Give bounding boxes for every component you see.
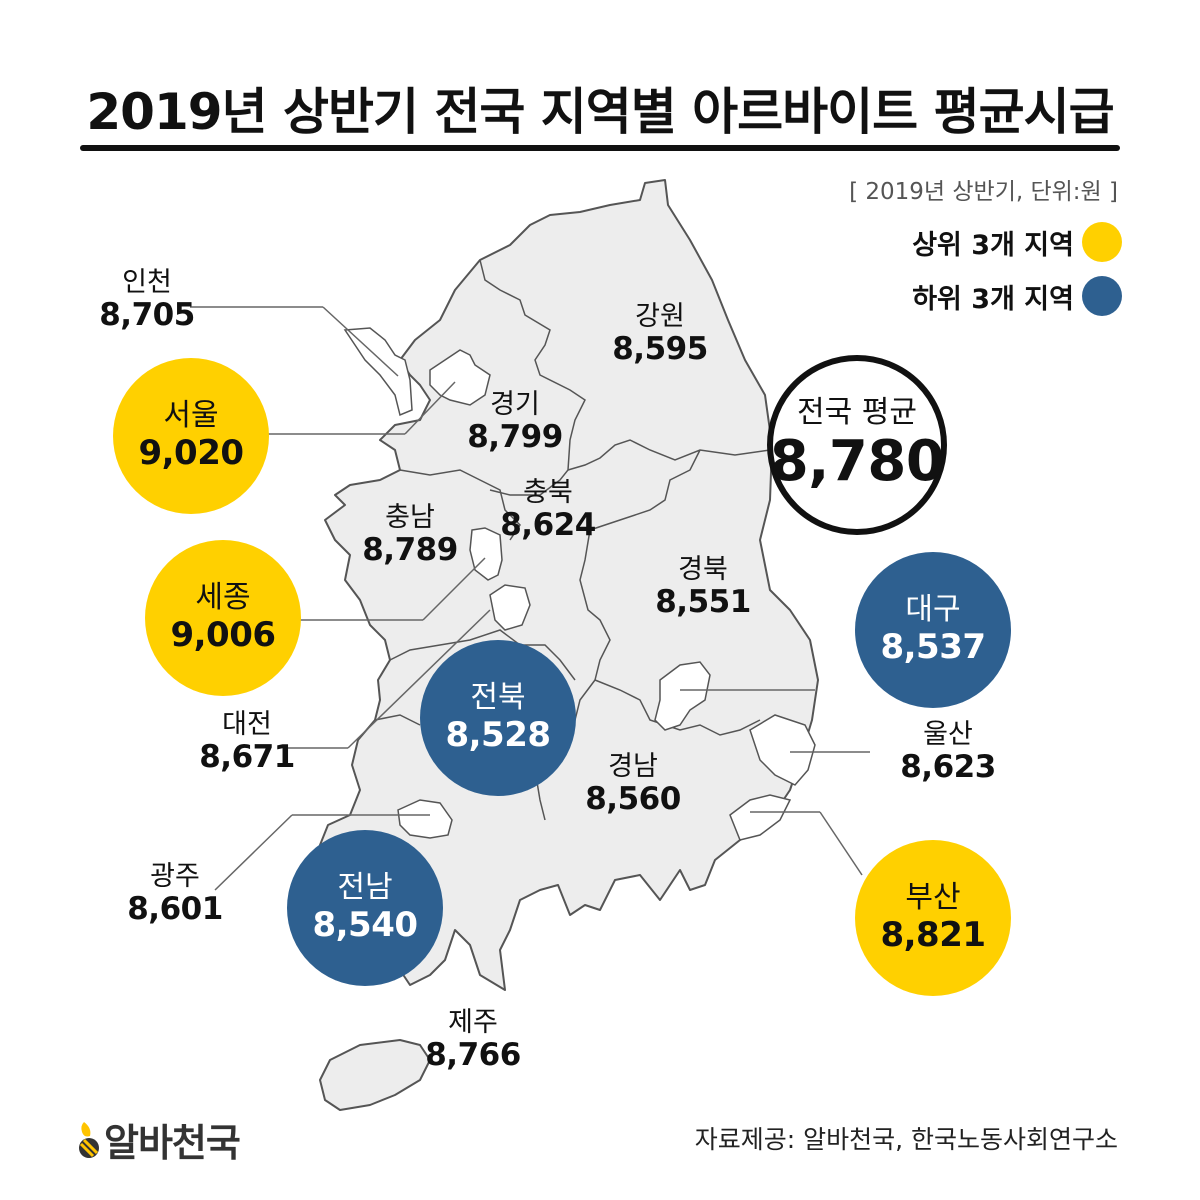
circle-sejong: 세종 9,006: [145, 540, 301, 696]
busan-area: [729, 794, 792, 841]
circle-jeonnam: 전남 8,540: [287, 830, 443, 986]
yellow-dot-icon: [1082, 222, 1122, 262]
gwangju-area: [397, 799, 453, 839]
label-gangwon: 강원 8,595: [612, 301, 708, 368]
blue-dot-icon: [1082, 276, 1122, 316]
circle-daegu: 대구 8,537: [855, 552, 1011, 708]
circle-jeonbuk: 전북 8,528: [420, 640, 576, 796]
title-divider: [80, 145, 1120, 151]
legend-top3: 상위 3개 지역: [912, 222, 1122, 262]
legend-top3-label: 상위 3개 지역: [912, 229, 1074, 261]
jeju-outline: [319, 1039, 431, 1111]
label-gyeongnam: 경남 8,560: [585, 751, 681, 818]
daegu-area: [654, 661, 711, 731]
unit-note: [ 2019년 상반기, 단위:원 ]: [849, 179, 1118, 205]
label-gwangju: 광주 8,601: [127, 861, 223, 928]
label-daejeon: 대전 8,671: [199, 709, 295, 776]
label-jeju: 제주 8,766: [425, 1007, 521, 1074]
ulsan-area: [749, 714, 816, 786]
source-credit: 자료제공: 알바천국, 한국노동사회연구소: [694, 1125, 1118, 1154]
legend-bottom3: 하위 3개 지역: [912, 276, 1122, 316]
albacheonguk-logo: 알바천국: [78, 1112, 241, 1167]
bee-icon: [79, 1121, 99, 1158]
page-title: 2019년 상반기 전국 지역별 아르바이트 평균시급: [86, 83, 1114, 141]
logo-text: 알바천국: [104, 1121, 241, 1165]
label-gyeonggi: 경기 8,799: [467, 389, 563, 456]
legend-bottom3-label: 하위 3개 지역: [912, 283, 1074, 315]
label-incheon: 인천 8,705: [99, 267, 195, 334]
seoul-area: [429, 349, 491, 406]
daejeon-area: [489, 584, 531, 631]
label-gyeongbuk: 경북 8,551: [655, 554, 751, 621]
national-average-circle: 전국 평균 8,780: [767, 355, 947, 535]
incheon-area: [343, 327, 413, 417]
label-chungbuk: 충북 8,624: [500, 477, 596, 544]
sejong-area: [469, 527, 503, 581]
circle-busan: 부산 8,821: [855, 840, 1011, 996]
label-ulsan: 울산 8,623: [900, 719, 996, 786]
label-chungnam: 충남 8,789: [362, 502, 458, 569]
circle-seoul: 서울 9,020: [113, 358, 269, 514]
